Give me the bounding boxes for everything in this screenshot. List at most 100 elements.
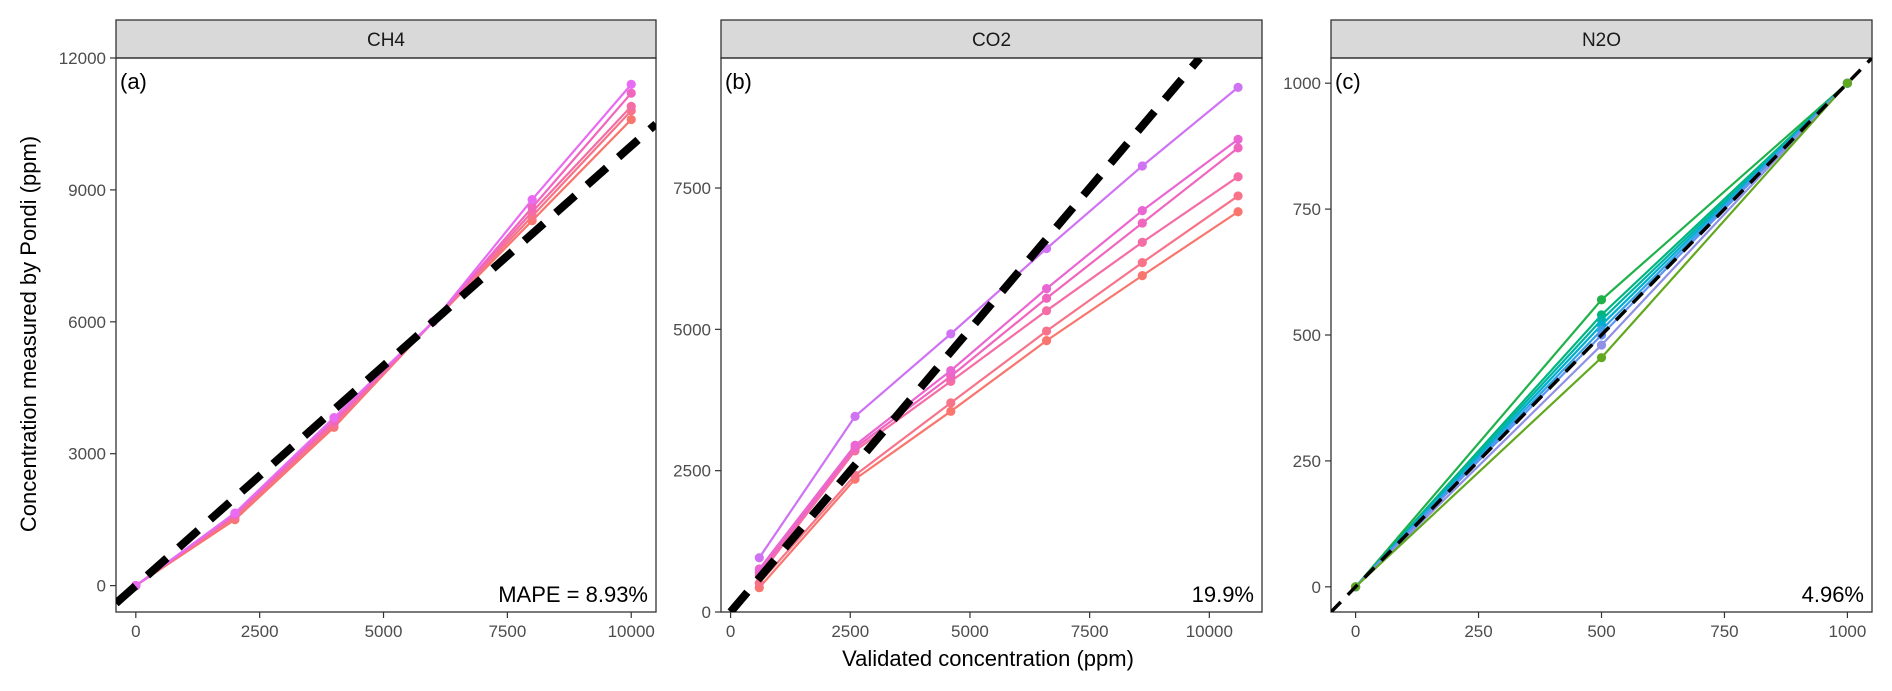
data-point [946,366,956,376]
x-tick-label: 0 [131,622,140,641]
identity-reference-line [727,58,1203,612]
data-point [626,114,636,125]
panel-border [720,57,1263,613]
data-point [850,440,860,450]
y-tick-label: 0 [702,603,711,622]
plot-area [1331,58,1872,612]
panel-tag: (a) [120,69,147,94]
error-annotation: 4.96% [1802,582,1864,607]
x-tick-label: 5000 [951,622,989,641]
error-annotation: MAPE = 8.93% [498,582,648,607]
data-point [1041,284,1052,294]
x-tick-label: 1000 [1828,622,1866,641]
facet-strip [115,19,657,59]
y-tick-label: 0 [97,577,106,596]
panel-n2o: N2O 0 250 500 750 1000 0 250 500 750 1000 (c) 4.96% [1283,19,1873,641]
facet-strip-label: CH4 [367,30,405,51]
x-tick-label: 2500 [831,622,869,641]
series-line-rep6 [758,86,1239,559]
data-point [1596,340,1607,350]
series-line-rep5 [758,138,1239,570]
plot-area [727,58,1243,612]
error-annotation: 19.9% [1192,582,1254,607]
x-tick-label: 0 [726,622,735,641]
y-tick-label: 7500 [673,179,711,198]
data-point [1041,293,1052,303]
x-tick-label: 7500 [488,622,526,641]
data-point [230,508,240,518]
x-tick-label: 7500 [1071,622,1109,641]
y-tick-label: 250 [1293,452,1321,471]
data-point [1233,191,1243,201]
x-tick-label: 10000 [608,622,655,641]
data-point [1041,336,1052,346]
identity-reference-line [1331,58,1872,612]
data-point [1137,218,1147,228]
y-tick-label: 3000 [68,445,106,464]
x-tick-label: 0 [1351,622,1360,641]
series-line-rep4 [758,147,1239,574]
y-tick-label: 5000 [673,320,711,339]
data-point [1596,353,1607,363]
panel-ch4: CH4 0 2500 5000 7500 10000 0 3000 6000 9000 12000 (… [59,19,657,641]
y-tick-label: 2500 [673,462,711,481]
data-point [329,413,339,423]
data-point [946,398,956,408]
y-tick-label: 750 [1293,200,1321,219]
y-tick-label: 12000 [59,49,106,68]
x-tick-label: 250 [1464,622,1492,641]
y-tick-label: 0 [1312,578,1321,597]
data-point [626,79,636,89]
data-point [1596,295,1607,305]
y-tick-label: 9000 [68,181,106,200]
facet-strip-label: N2O [1582,30,1621,51]
y-tick-label: 500 [1293,326,1321,345]
x-tick-label: 500 [1587,622,1615,641]
y-tick-label: 6000 [68,313,106,332]
data-point [1137,271,1147,281]
panel-border [115,57,657,613]
data-point [1233,143,1243,153]
panel-tag: (b) [725,69,752,94]
facet-strip [720,19,1263,59]
facet-strip-label: CO2 [972,30,1011,51]
plot-area [116,79,656,607]
series-line-rep1 [758,210,1239,589]
x-axis-title: Validated concentration (ppm) [842,646,1134,671]
data-point [1842,78,1853,88]
data-point [1041,326,1052,336]
data-point [1233,134,1243,145]
data-point [1137,237,1147,247]
data-point [1233,207,1243,217]
panel-co2: CO2 0 2500 5000 7500 10000 0 2500 5000 7500 (b) 19.… [673,19,1263,641]
data-point [527,202,537,213]
data-point [1137,258,1147,268]
x-tick-label: 750 [1710,622,1738,641]
data-point [946,406,956,416]
x-tick-label: 5000 [365,622,403,641]
data-point [1137,206,1147,216]
data-point [850,411,860,422]
data-point [754,553,764,563]
x-tick-label: 10000 [1186,622,1233,641]
y-tick-label: 1000 [1283,74,1321,93]
x-tick-label: 2500 [241,622,279,641]
data-point [626,101,636,111]
facet-strip [1330,19,1873,59]
data-point [626,88,636,98]
data-point [1233,82,1243,92]
series-line-rep3 [758,175,1239,577]
series-line-rep4 [135,92,633,587]
data-point [1137,161,1147,171]
data-point [1233,172,1243,182]
data-point [527,194,537,205]
series-line-rep2 [758,195,1239,584]
identity-reference-line [116,120,656,607]
data-point [946,329,956,339]
panel-tag: (c) [1335,69,1361,94]
y-axis-title: Concentration measured by Pondi (ppm) [16,136,41,532]
series-line-rep5 [135,83,633,587]
data-point [1041,306,1052,316]
